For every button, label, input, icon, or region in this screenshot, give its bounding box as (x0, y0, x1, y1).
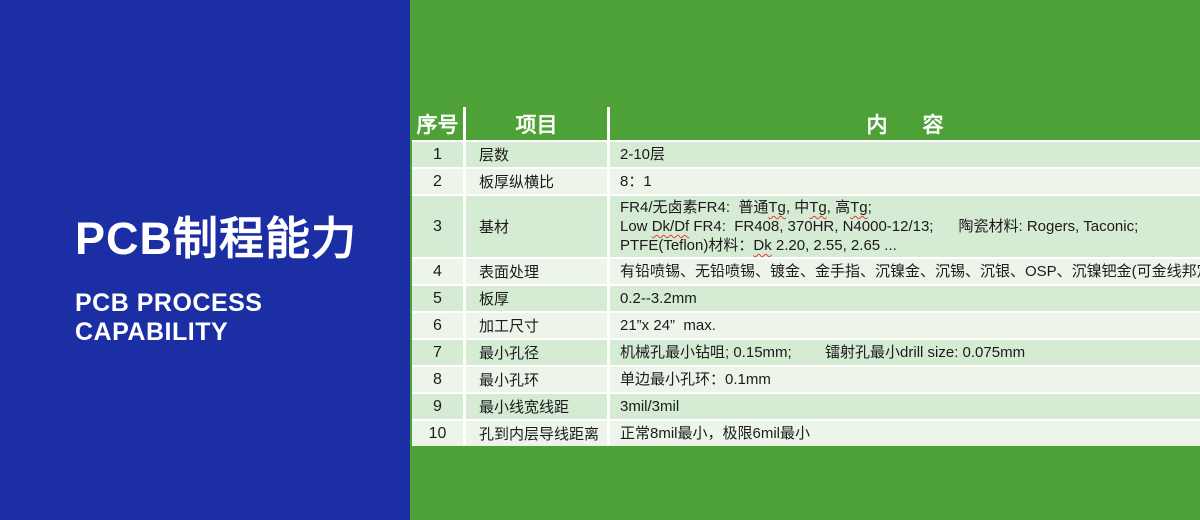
row-content: 8：1 (610, 169, 1200, 194)
row-item-label: 基材 (466, 196, 607, 257)
row-item-label: 最小线宽线距 (466, 394, 607, 419)
row-number: 10 (412, 421, 463, 446)
row-content-line: 2-10层 (620, 146, 666, 163)
header-cell-item: 项目 (466, 107, 607, 140)
table-row: 9 最小线宽线距 3mil/3mil (412, 394, 1200, 419)
row-number: 3 (412, 196, 463, 257)
header-cell-content: 内 容 (610, 107, 1200, 140)
row-content: 单边最小孔环：0.1mm (610, 367, 1200, 392)
row-item-label: 加工尺寸 (466, 313, 607, 338)
row-content: 正常8mil最小，极限6mil最小 (610, 421, 1200, 446)
table-header-row: 序号 项目 内 容 (412, 107, 1200, 140)
table-row: 10 孔到内层导线距离 正常8mil最小，极限6mil最小 (412, 421, 1200, 446)
table-row: 5 板厚 0.2--3.2mm (412, 286, 1200, 311)
row-item-label: 孔到内层导线距离 (466, 421, 607, 446)
row-item-label: 最小孔径 (466, 340, 607, 365)
row-number: 1 (412, 142, 463, 167)
row-content: 有铅喷锡、无铅喷锡、镀金、金手指、沉镍金、沉锡、沉银、OSP、沉镍钯金(可金线邦… (610, 259, 1200, 284)
row-content-line: 正常8mil最小，极限6mil最小 (620, 425, 811, 442)
row-content-line: Low Dk/Df FR4: FR408, 370HR, N4000-12/13… (620, 218, 1139, 235)
table-row: 7 最小孔径 机械孔最小钻咀; 0.15mm; 镭射孔最小drill size: 0… (412, 340, 1200, 365)
spellcheck-underlined-text: Dk/Df (651, 218, 690, 235)
row-number: 7 (412, 340, 463, 365)
row-item-label: 最小孔环 (466, 367, 607, 392)
row-item-label: 表面处理 (466, 259, 607, 284)
table-row: 1 层数 2-10层 (412, 142, 1200, 167)
page-subtitle-line2: CAPABILITY (75, 318, 229, 346)
row-content: 21”x 24” max. (610, 313, 1200, 338)
row-content: 机械孔最小钻咀; 0.15mm; 镭射孔最小drill size: 0.075m… (610, 340, 1200, 365)
page-title: PCB制程能力 (75, 213, 358, 264)
row-content: 0.2--3.2mm (610, 286, 1200, 311)
row-content-line: 单边最小孔环：0.1mm (620, 371, 771, 388)
table-row: 6 加工尺寸 21”x 24” max. (412, 313, 1200, 338)
row-number: 6 (412, 313, 463, 338)
row-number: 2 (412, 169, 463, 194)
spellcheck-underlined-text: Tg (768, 199, 786, 216)
row-content: 3mil/3mil (610, 394, 1200, 419)
row-number: 5 (412, 286, 463, 311)
row-content-line: PTFE(Teflon)材料：Dk 2.20, 2.55, 2.65 ... (620, 237, 897, 254)
row-content: 2-10层 (610, 142, 1200, 167)
row-number: 8 (412, 367, 463, 392)
row-number: 4 (412, 259, 463, 284)
page-subtitle-line1: PCB PROCESS (75, 289, 263, 317)
table-row: 4 表面处理 有铅喷锡、无铅喷锡、镀金、金手指、沉镍金、沉锡、沉银、OSP、沉镍钯金… (412, 259, 1200, 284)
row-content-line: 有铅喷锡、无铅喷锡、镀金、金手指、沉镍金、沉锡、沉银、OSP、沉镍钯金(可金线邦… (620, 263, 1200, 280)
row-item-label: 板厚 (466, 286, 607, 311)
row-content-line: 3mil/3mil (620, 398, 680, 415)
table-row: 3 基材 FR4/无卤素FR4: 普通Tg, 中Tg, 高Tg; Low Dk/Df … (412, 196, 1200, 257)
spellcheck-underlined-text: Tg (850, 199, 868, 216)
row-content-line: 8：1 (620, 173, 652, 190)
title-block: PCB制程能力 PCB PROCESS CAPABILITY (75, 213, 357, 347)
row-item-label: 层数 (466, 142, 607, 167)
row-content-line: 0.2--3.2mm (620, 290, 697, 307)
header-cell-index: 序号 (412, 107, 463, 140)
row-content: FR4/无卤素FR4: 普通Tg, 中Tg, 高Tg; Low Dk/Df FR4… (610, 196, 1200, 257)
spellcheck-underlined-text: Tg (809, 199, 827, 216)
row-content-line: 机械孔最小钻咀; 0.15mm; 镭射孔最小drill size: 0.075m… (620, 344, 1026, 361)
table-row: 8 最小孔环 单边最小孔环：0.1mm (412, 367, 1200, 392)
row-number: 9 (412, 394, 463, 419)
left-blue-panel: PCB制程能力 PCB PROCESS CAPABILITY (0, 0, 410, 520)
row-content-line: FR4/无卤素FR4: 普通Tg, 中Tg, 高Tg; (620, 199, 872, 216)
table-body: 1 层数 2-10层 2 板厚纵横比 8：1 3 基材 FR4/无卤素FR4: 普通Tg, 中T… (412, 142, 1200, 446)
spellcheck-underlined-text: Dk (753, 237, 772, 254)
row-item-label: 板厚纵横比 (466, 169, 607, 194)
table-row: 2 板厚纵横比 8：1 (412, 169, 1200, 194)
capability-table: 序号 项目 内 容 1 层数 2-10层 2 板厚纵横比 8：1 3 基材 FR4/无卤素FR4… (412, 107, 1200, 446)
page-subtitle: PCB PROCESS CAPABILITY (75, 289, 357, 347)
row-content-line: 21”x 24” max. (620, 317, 716, 334)
